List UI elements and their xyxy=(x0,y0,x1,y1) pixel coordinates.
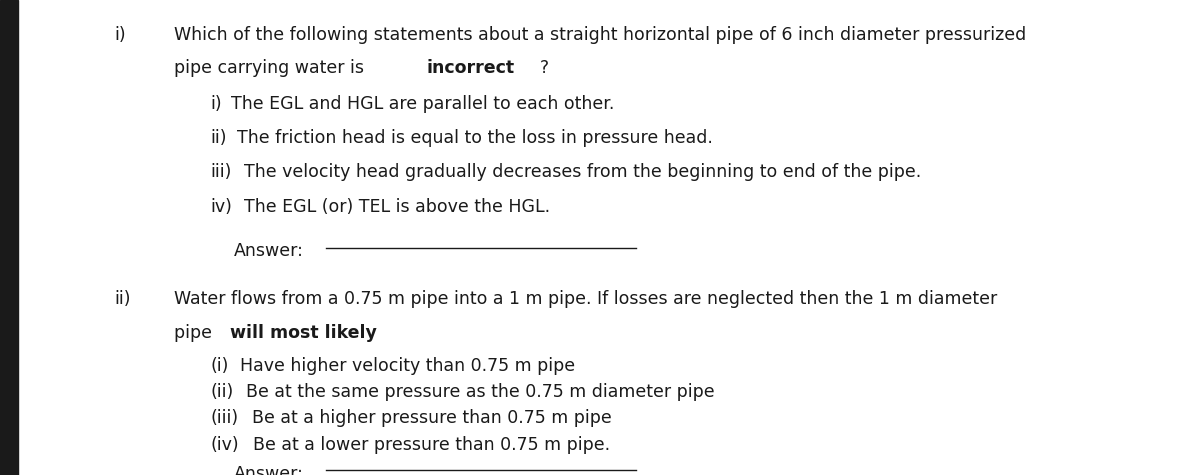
Text: ii): ii) xyxy=(210,129,227,147)
Text: (ii): (ii) xyxy=(210,383,233,401)
Text: ?: ? xyxy=(540,59,550,77)
Text: iii): iii) xyxy=(210,163,232,181)
Text: incorrect: incorrect xyxy=(426,59,515,77)
Text: pipe carrying water is: pipe carrying water is xyxy=(174,59,370,77)
Text: Be at the same pressure as the 0.75 m diameter pipe: Be at the same pressure as the 0.75 m di… xyxy=(246,383,715,401)
Text: Answer:: Answer: xyxy=(234,465,304,475)
Text: Water flows from a 0.75 m pipe into a 1 m pipe. If losses are neglected then the: Water flows from a 0.75 m pipe into a 1 … xyxy=(174,290,997,308)
Text: (iv): (iv) xyxy=(210,436,239,454)
Text: will most likely: will most likely xyxy=(230,324,377,342)
Text: Answer:: Answer: xyxy=(234,242,304,260)
Text: Which of the following statements about a straight horizontal pipe of 6 inch dia: Which of the following statements about … xyxy=(174,26,1026,44)
Text: Be at a higher pressure than 0.75 m pipe: Be at a higher pressure than 0.75 m pipe xyxy=(252,409,612,428)
Text: The friction head is equal to the loss in pressure head.: The friction head is equal to the loss i… xyxy=(238,129,713,147)
Text: Have higher velocity than 0.75 m pipe: Have higher velocity than 0.75 m pipe xyxy=(240,357,575,375)
Text: i): i) xyxy=(114,26,126,44)
Text: pipe: pipe xyxy=(174,324,217,342)
Text: (iii): (iii) xyxy=(210,409,238,428)
Text: i): i) xyxy=(210,95,222,113)
Text: iv): iv) xyxy=(210,198,232,216)
Text: The velocity head gradually decreases from the beginning to end of the pipe.: The velocity head gradually decreases fr… xyxy=(244,163,920,181)
Text: (i): (i) xyxy=(210,357,228,375)
Text: The EGL and HGL are parallel to each other.: The EGL and HGL are parallel to each oth… xyxy=(232,95,614,113)
Text: Be at a lower pressure than 0.75 m pipe.: Be at a lower pressure than 0.75 m pipe. xyxy=(253,436,610,454)
Bar xyxy=(0,0,18,475)
Text: The EGL (or) TEL is above the HGL.: The EGL (or) TEL is above the HGL. xyxy=(245,198,551,216)
Text: ii): ii) xyxy=(114,290,131,308)
